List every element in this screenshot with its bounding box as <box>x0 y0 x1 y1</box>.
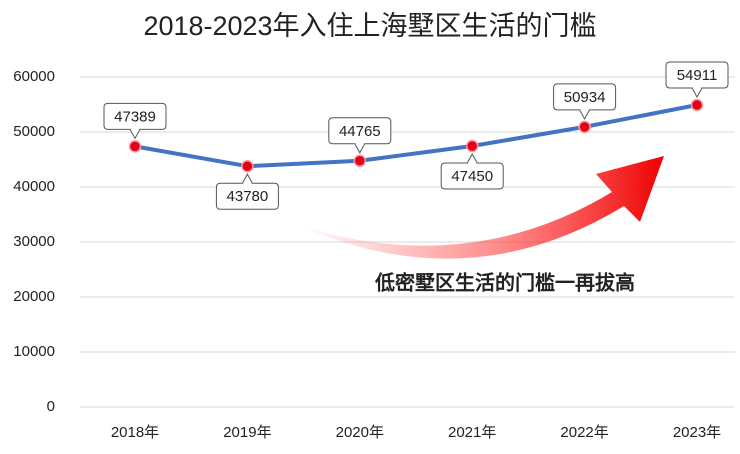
x-tick-label: 2018年 <box>111 424 159 441</box>
data-label-box <box>440 162 504 190</box>
data-label-box <box>665 61 729 89</box>
y-tick-label: 10000 <box>13 343 55 360</box>
y-tick-label: 50000 <box>13 123 55 140</box>
data-label-box <box>215 182 279 210</box>
data-label-pointer <box>354 143 366 154</box>
x-tick-label: 2023年 <box>673 424 721 441</box>
data-label-box <box>328 117 392 145</box>
marker <box>465 139 479 153</box>
data-label-pointer <box>691 87 703 99</box>
data-label: 50934 <box>564 89 606 106</box>
y-tick-label: 0 <box>47 398 55 415</box>
x-tick-label: 2021年 <box>448 424 496 441</box>
x-tick-label: 2020年 <box>336 424 384 441</box>
marker <box>353 154 367 168</box>
data-label: 47389 <box>114 108 156 125</box>
trend-arrow <box>300 156 664 259</box>
data-label-pointer <box>466 152 478 164</box>
data-label-pointer <box>579 109 591 120</box>
data-label-box <box>553 83 617 111</box>
y-tick-label: 40000 <box>13 178 55 195</box>
marker <box>578 120 591 134</box>
annotation: 低密墅区生活的门槛一再拔高 <box>374 270 635 294</box>
data-label: 54911 <box>677 67 718 84</box>
marker <box>241 159 254 173</box>
data-label-pointer <box>241 173 253 184</box>
data-label: 47450 <box>451 168 493 185</box>
line <box>134 103 698 169</box>
y-tick-label: 60000 <box>13 68 55 85</box>
y-tick-label: 20000 <box>13 288 55 305</box>
data-label: 44765 <box>339 123 381 140</box>
chart-title: 2018-2023年入住上海墅区生活的门槛 <box>143 11 596 41</box>
marker <box>690 98 704 112</box>
x-tick-label: 2022年 <box>560 424 608 441</box>
data-label-pointer <box>129 129 141 140</box>
y-tick-label: 30000 <box>13 233 55 250</box>
x-tick-label: 2019年 <box>223 424 271 441</box>
data-label: 43780 <box>227 188 269 205</box>
marker <box>128 140 142 153</box>
